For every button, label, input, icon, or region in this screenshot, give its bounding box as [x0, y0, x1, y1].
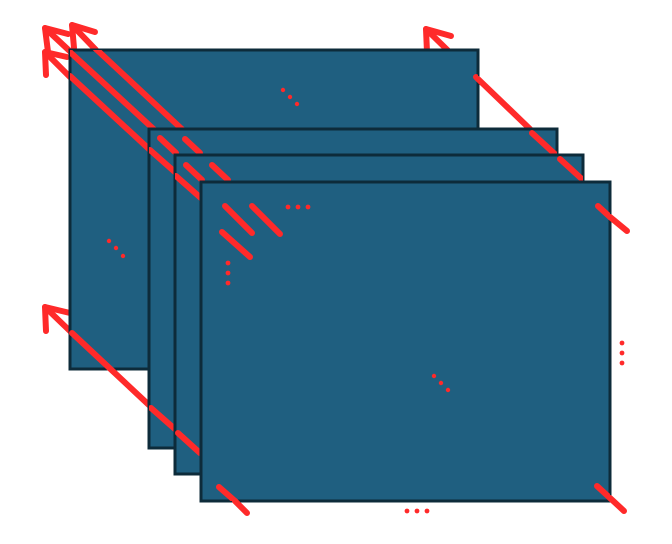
ellipsis-top-diagonal: [280, 87, 300, 107]
arrow-2-shaft-back: [92, 50, 188, 135]
ellipsis-vertical-mid: [225, 260, 231, 286]
arrow-4-shaft-gap: [475, 76, 533, 132]
ellipsis-right-vertical: [619, 340, 625, 366]
arrow-5-shaft-gap: [69, 330, 153, 409]
arrow-1-shaft-back: [70, 50, 163, 138]
arrow-1-shaft-front: [222, 203, 255, 236]
ellipsis-bottom-horizontal: [404, 508, 430, 514]
front-panel: [199, 180, 612, 503]
arrow-2-shaft-outside: [69, 22, 99, 53]
arrow-2-shaft-front: [249, 203, 283, 237]
ellipsis-center-diagonal: [431, 373, 451, 393]
ellipsis-horizontal-mid: [285, 204, 311, 210]
arrow-5-shaft-outside: [42, 304, 75, 336]
arrow-5-shaft-front: [216, 484, 238, 501]
arrow-tails: [232, 214, 630, 516]
arrow-3-shaft-front: [219, 229, 253, 260]
arrow-3-shaft-outside: [42, 49, 75, 82]
ellipsis-left-diagonal: [106, 238, 126, 259]
arrow-3-shaft-back: [70, 73, 153, 153]
